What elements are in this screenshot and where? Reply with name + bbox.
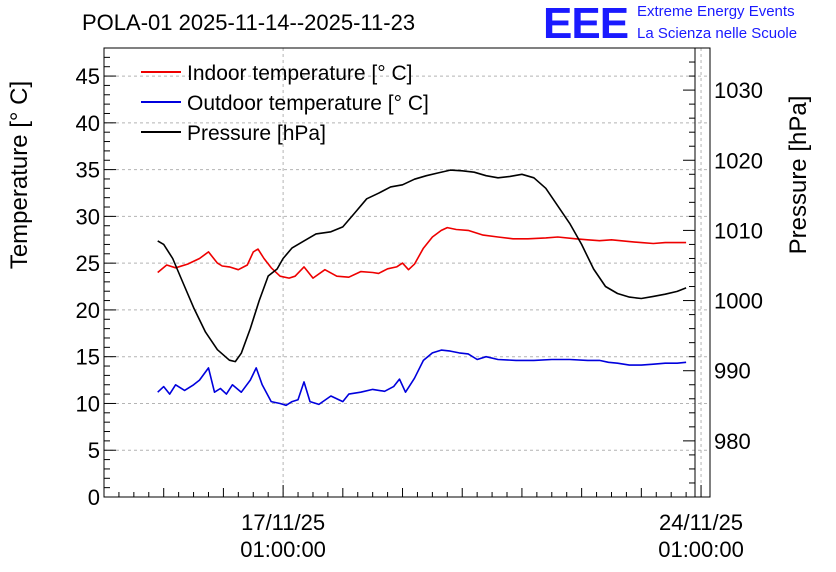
page-title: POLA-01 2025-11-14--2025-11-23 — [82, 10, 416, 35]
legend-label-indoor: Indoor temperature [° C] — [187, 62, 413, 85]
y2-tick-label: 1030 — [714, 78, 763, 103]
y2-tick-label: 1010 — [714, 218, 763, 243]
legend-label-pressure: Pressure [hPa] — [187, 122, 326, 145]
series-pressure — [157, 169, 687, 363]
y-tick-label: 20 — [76, 298, 100, 323]
y-tick-label: 30 — [76, 204, 100, 229]
y-tick-label: 25 — [76, 251, 100, 276]
series-layer — [157, 169, 687, 407]
y2-tick-label: 990 — [714, 359, 751, 384]
y-tick-label: 15 — [76, 345, 100, 370]
eee-logo: EEE — [543, 0, 629, 48]
legend-label-outdoor: Outdoor temperature [° C] — [187, 92, 429, 115]
y2-axis-label: Pressure [hPa] — [785, 96, 812, 255]
chart-grid — [104, 48, 710, 497]
series-outdoor-temperature — [157, 349, 687, 407]
y2-tick-label: 1020 — [714, 148, 763, 173]
x-tick-label-date: 17/11/25 — [241, 510, 325, 535]
legend: Indoor temperature [° C] Outdoor tempera… — [141, 62, 429, 145]
y-tick-label: 10 — [76, 391, 100, 416]
y-axis-label: Temperature [° C] — [6, 81, 33, 269]
x-tick-label-date: 24/11/25 — [659, 510, 743, 535]
logo-caption-line1: Extreme Energy Events — [637, 3, 795, 20]
plot-frame — [103, 47, 711, 498]
logo-caption-line2: La Scienza nelle Scuole — [637, 25, 798, 42]
y-tick-label: 0 — [88, 485, 100, 510]
series-indoor-temperature — [157, 226, 687, 279]
y2-tick-label: 1000 — [714, 289, 763, 314]
chart-axes: 05101520253035404517/11/2501:00:0024/11/… — [76, 48, 763, 562]
y2-tick-label: 980 — [714, 429, 751, 454]
y-tick-label: 40 — [76, 111, 100, 136]
y-tick-label: 5 — [88, 438, 100, 463]
y-tick-label: 35 — [76, 158, 100, 183]
x-tick-label-time: 01:00:00 — [658, 537, 744, 562]
x-tick-label-time: 01:00:00 — [240, 537, 326, 562]
y-tick-label: 45 — [76, 64, 100, 89]
